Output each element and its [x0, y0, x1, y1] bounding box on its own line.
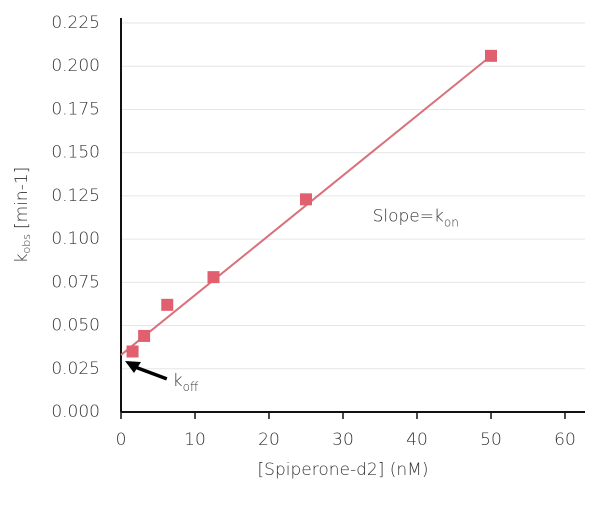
- annotation: koff: [173, 371, 199, 394]
- y-label-main: k: [12, 253, 32, 263]
- y-tick-label: 0.175: [51, 99, 100, 119]
- marker: [126, 345, 139, 358]
- annotation-text: Slope=k: [373, 207, 444, 227]
- y-tick-label: 0.025: [51, 359, 100, 379]
- y-label-sub: obs: [20, 234, 33, 253]
- x-tick-label: 50: [480, 430, 502, 450]
- x-tick-label: 30: [332, 430, 354, 450]
- annotation-sub: on: [444, 215, 459, 229]
- y-tick-label: 0.050: [51, 316, 100, 336]
- arrow-head: [125, 361, 141, 373]
- marker: [161, 298, 174, 311]
- x-tick-label: 40: [406, 430, 428, 450]
- marker: [300, 193, 312, 206]
- annotation-text: k: [173, 371, 183, 391]
- annotation: Slope=kon: [373, 207, 459, 230]
- y-tick-label: 0.200: [51, 56, 100, 76]
- x-tick-label: 20: [258, 430, 280, 450]
- y-tick-label: 0.100: [51, 229, 100, 249]
- y-label-unit: [min-1]: [12, 167, 32, 229]
- y-tick-label: 0.150: [51, 143, 100, 163]
- annotation-sub: off: [183, 379, 199, 393]
- y-axis-label: kobs [min-1]: [12, 167, 33, 264]
- y-tick-label: 0.075: [51, 272, 100, 292]
- marker: [207, 271, 220, 284]
- x-tick-label: 60: [554, 430, 576, 450]
- y-tick-label: 0.125: [51, 186, 100, 206]
- marker: [138, 329, 151, 342]
- x-tick-label: 0: [116, 430, 127, 450]
- x-axis-label: [Spiperone-d2] (nM): [258, 460, 429, 480]
- arrow-shaft: [134, 365, 168, 381]
- y-tick-label: 0.000: [51, 402, 100, 422]
- y-tick-label: 0.225: [51, 13, 100, 33]
- fit-line: [120, 55, 492, 356]
- x-tick-label: 10: [184, 430, 206, 450]
- marker: [485, 49, 497, 62]
